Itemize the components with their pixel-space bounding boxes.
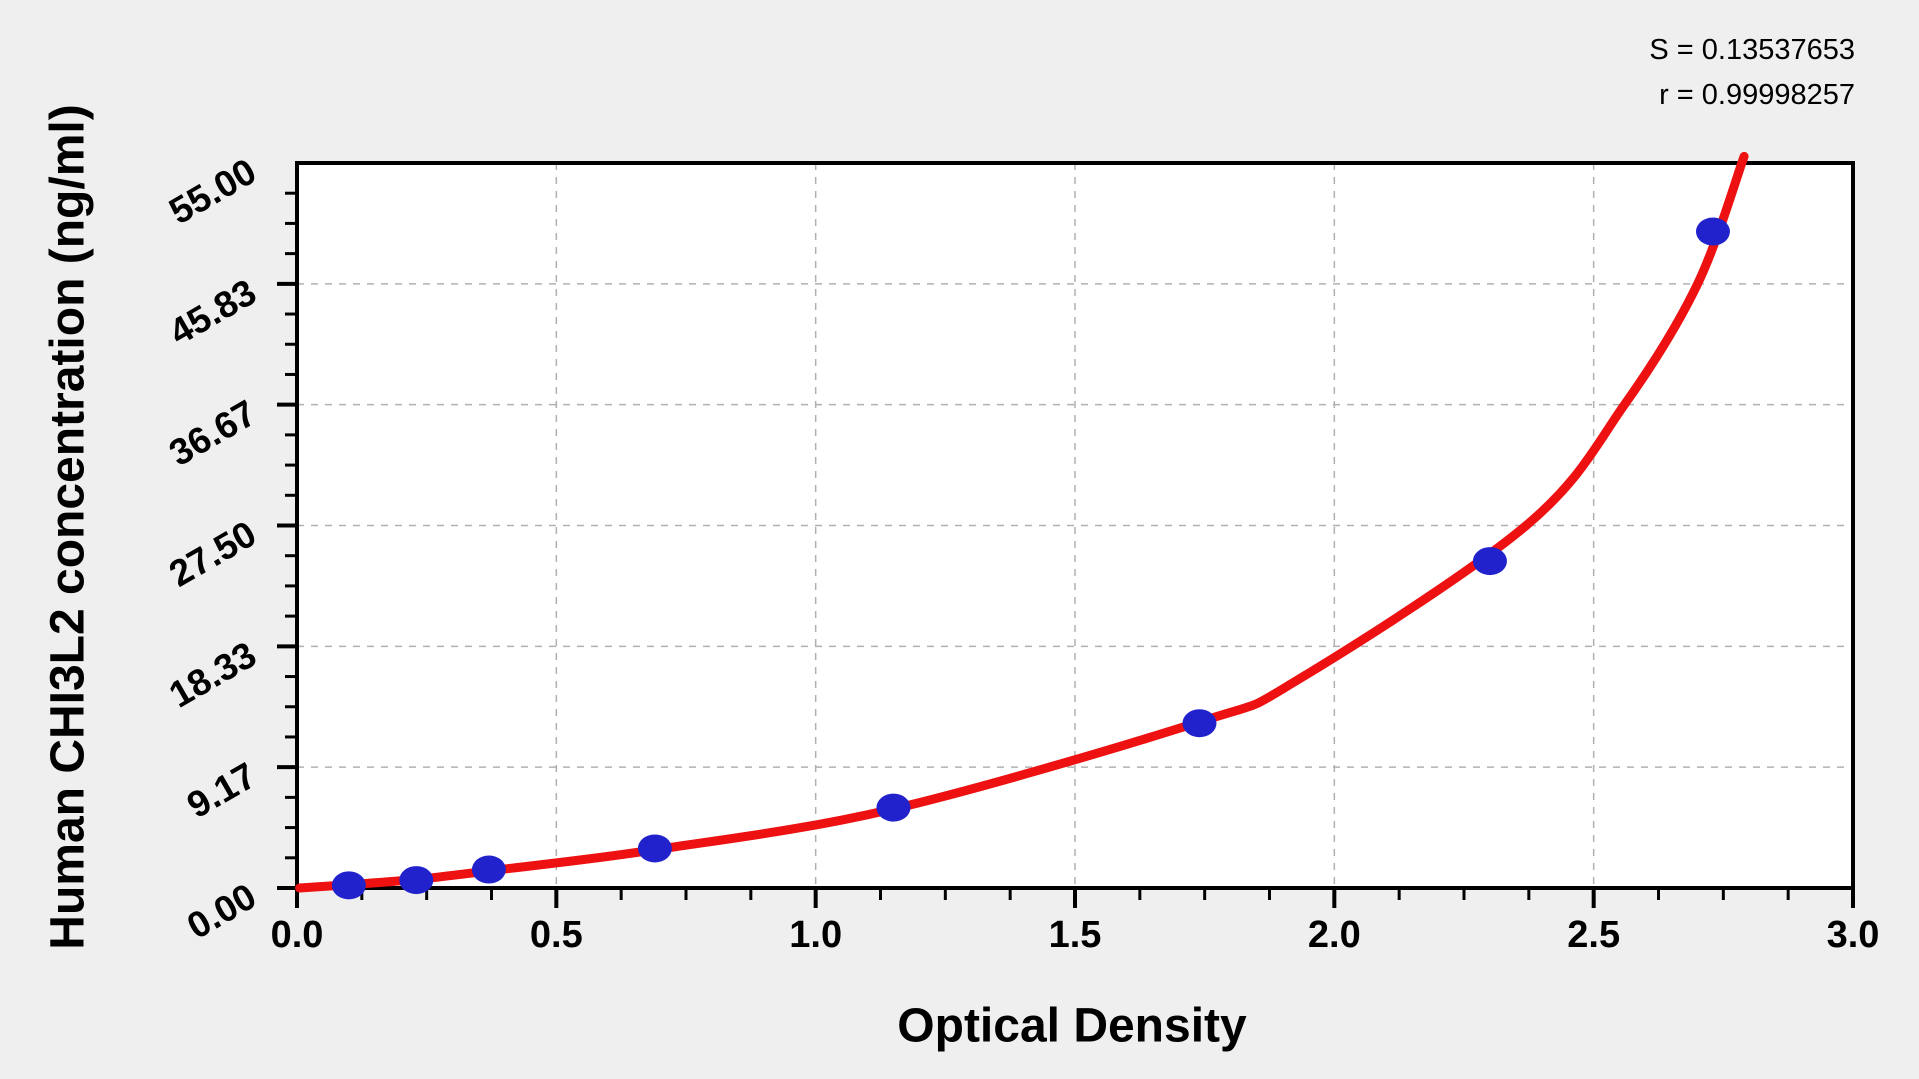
x-tick-label: 2.5 — [1567, 914, 1620, 956]
data-point — [471, 855, 506, 884]
fitted-curve — [295, 151, 1749, 893]
y-tick-label: 18.33 — [162, 634, 263, 716]
stat-r-value: r = 0.99998257 — [1659, 78, 1855, 111]
data-point — [1695, 217, 1730, 246]
fit-statistics: S = 0.13537653 r = 0.99998257 — [1649, 28, 1855, 118]
y-tick-label: 36.67 — [162, 392, 263, 474]
x-tick-label: 1.5 — [1049, 914, 1102, 956]
x-tick-label: 1.0 — [789, 914, 842, 956]
x-tick-label: 3.0 — [1827, 914, 1880, 956]
x-tick-label: 0.5 — [530, 914, 583, 956]
y-tick-label: 45.83 — [162, 271, 263, 353]
y-tick-label: 27.50 — [162, 513, 263, 595]
data-point — [637, 834, 672, 863]
y-tick-label: 9.17 — [180, 755, 263, 827]
data-point — [1472, 547, 1507, 576]
y-tick-label: 55.00 — [162, 150, 263, 232]
y-tick-label: 0.00 — [180, 875, 263, 947]
x-axis-title: Optical Density — [897, 999, 1247, 1053]
x-tick-label: 0.0 — [271, 914, 324, 956]
data-point — [331, 871, 366, 900]
data-point — [876, 793, 911, 822]
x-tick-label: 2.0 — [1308, 914, 1361, 956]
stat-s-value: S = 0.13537653 — [1649, 34, 1855, 66]
data-point — [399, 866, 434, 895]
data-point — [1182, 709, 1217, 738]
